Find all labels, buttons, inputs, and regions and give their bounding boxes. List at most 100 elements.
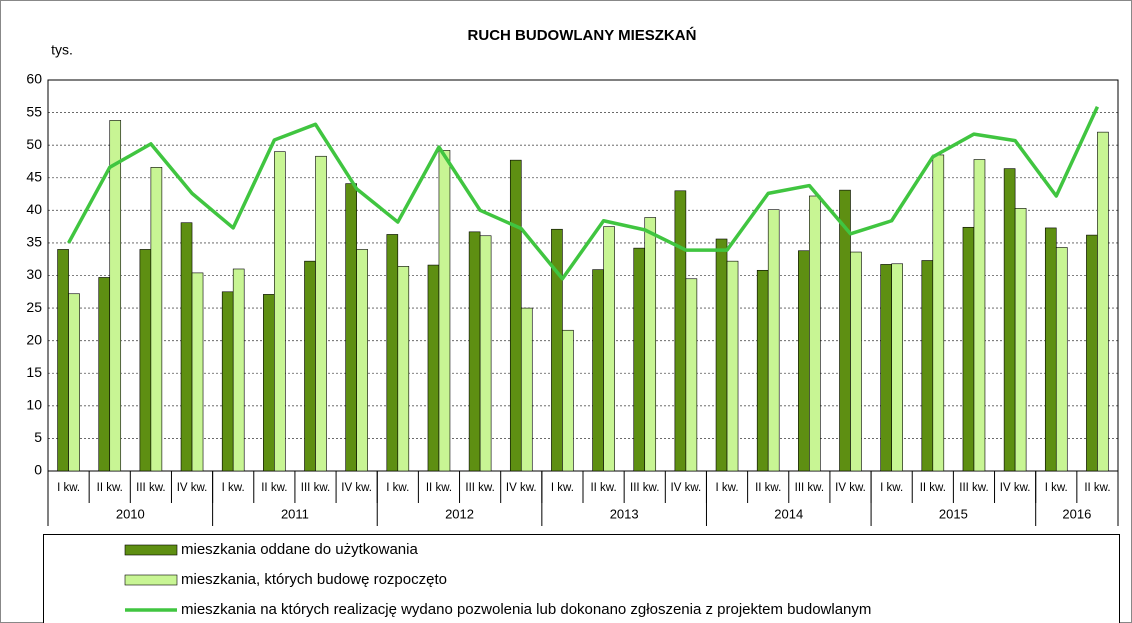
y-tick-label: 60 [26,71,42,87]
y-unit: tys. [51,42,73,58]
y-tick-label: 30 [26,266,42,282]
bar [520,307,533,472]
x-tick-label: I kw. [1045,482,1068,494]
bar [221,291,234,472]
y-tick-label: 5 [34,429,42,445]
x-tick-label: II kw. [261,482,287,494]
bar [468,231,481,472]
chart-title: RUCH BUDOWLANY MIESZKAŃ [468,27,697,44]
bar [644,217,657,472]
x-tick-label: IV kw. [341,482,372,494]
x-tick-label: II kw. [920,482,946,494]
bar [356,249,368,472]
x-group-label: 2014 [774,506,803,521]
y-tick-label: 0 [34,462,42,478]
y-tick-label: 35 [26,234,42,250]
x-tick-label: I kw. [551,482,574,494]
bar [315,155,327,472]
bar [726,260,739,472]
bar [756,269,769,472]
x-tick-label: I kw. [222,482,245,494]
y-tick-label: 20 [26,331,42,347]
x-group-label: 2010 [116,506,145,521]
bar [767,209,780,472]
x-tick-label: I kw. [716,482,739,494]
bar [962,226,975,472]
x-group-label: 2015 [939,506,968,521]
y-tick-label: 55 [26,103,42,119]
x-tick-label: III kw. [136,482,165,494]
bar [1097,131,1109,472]
bar [180,222,193,472]
x-group-label: 2011 [281,506,309,521]
bar [880,264,892,472]
bar [263,294,275,472]
x-tick-label: IV kw. [506,482,537,494]
bar [345,183,357,472]
line [67,105,1100,281]
bar [1086,234,1098,472]
x-tick-label: I kw. [880,482,903,494]
bar [685,278,698,472]
bar [397,266,410,472]
bar [592,269,604,472]
bar [973,159,986,472]
x-tick-label: IV kw. [177,482,208,494]
x-tick-label: III kw. [465,482,494,494]
bar [1055,247,1068,472]
bar [139,249,152,472]
bar [274,151,286,472]
x-tick-label: II kw. [590,482,616,494]
bar [1003,168,1016,472]
x-tick-label: II kw. [755,482,781,494]
x-tick-label: II kw. [97,482,123,494]
legend-label: mieszkania, których budowę rozpoczęto [181,571,447,588]
x-tick-label: II kw. [426,482,452,494]
bar [1044,227,1057,472]
bar [850,251,862,472]
bar [479,235,492,472]
y-tick-label: 25 [26,299,42,315]
x-tick-label: I kw. [57,482,80,494]
bar [798,250,810,472]
x-group-label: 2013 [610,506,639,521]
bar [150,167,163,472]
x-group-label: 2016 [1062,506,1091,521]
bar [98,277,111,472]
legend-label: mieszkania oddane do użytkowania [181,541,418,558]
legend-label: mieszkania na których realizację wydano … [181,601,871,618]
x-tick-label: I kw. [386,482,409,494]
x-tick-label: III kw. [301,482,330,494]
bar [891,263,903,472]
bar [921,260,934,472]
x-tick-label: III kw. [795,482,824,494]
bar [809,195,821,472]
x-tick-label: III kw. [630,482,659,494]
bar [603,226,615,472]
bar [427,264,440,472]
legend-swatch [124,544,178,556]
bar [438,150,451,472]
x-tick-label: IV kw. [671,482,702,494]
x-tick-label: III kw. [959,482,988,494]
bar [304,260,316,472]
bar [232,268,245,472]
bar [932,154,945,472]
x-tick-label: IV kw. [1000,482,1031,494]
bar [633,247,646,472]
bar [509,159,522,472]
bar [57,249,69,472]
bar [191,272,204,472]
y-tick-label: 15 [26,364,42,380]
bar [674,190,687,472]
x-tick-label: II kw. [1084,482,1110,494]
bar [562,329,574,472]
bar [109,120,122,472]
y-tick-label: 10 [26,397,42,413]
y-tick-label: 40 [26,201,42,217]
x-tick-label: IV kw. [835,482,866,494]
bar [1014,208,1027,472]
legend-box [43,534,1120,623]
